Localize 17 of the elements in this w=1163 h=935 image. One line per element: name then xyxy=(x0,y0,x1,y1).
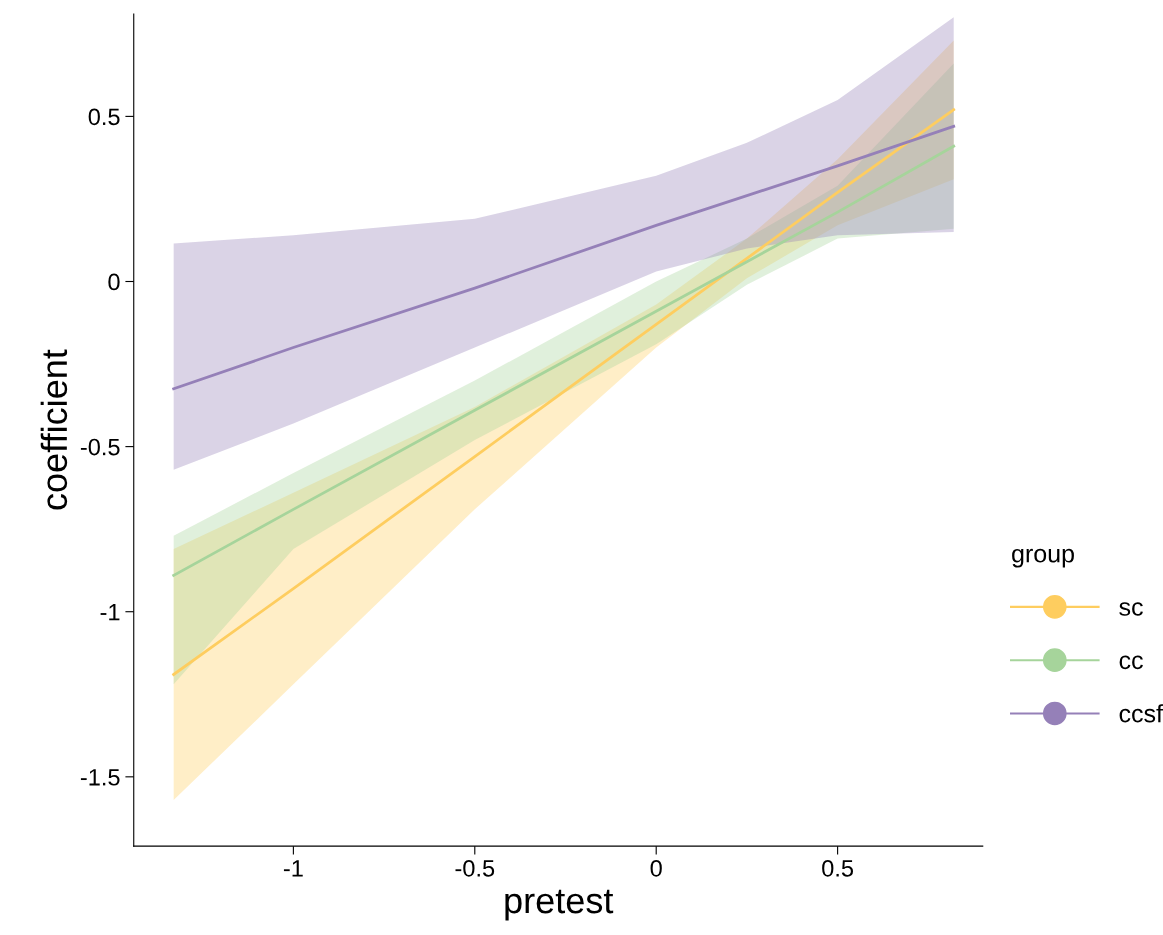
x-axis-title: pretest xyxy=(505,889,614,921)
line-series xyxy=(172,124,956,391)
legend-label: cc xyxy=(1119,655,1143,670)
y-tick-label: -1 xyxy=(100,604,120,621)
x-tick-label: -1 xyxy=(283,860,303,877)
legend-label: ccsf xyxy=(1119,704,1163,723)
line-series xyxy=(172,144,956,577)
x-tick-label: -0.5 xyxy=(455,859,495,877)
y-tick-label: -0.5 xyxy=(80,438,120,456)
legend-label: sc xyxy=(1119,602,1143,616)
y-tick-label: 0 xyxy=(108,273,120,291)
y-tick-label: 0.5 xyxy=(88,108,120,126)
y-tick-label: -1.5 xyxy=(80,769,120,786)
x-tick-label: 0 xyxy=(650,859,662,877)
x-tick-label: 0.5 xyxy=(822,859,854,877)
y-axis-title: coefficient xyxy=(40,349,68,510)
legend-title: group xyxy=(1012,548,1074,568)
